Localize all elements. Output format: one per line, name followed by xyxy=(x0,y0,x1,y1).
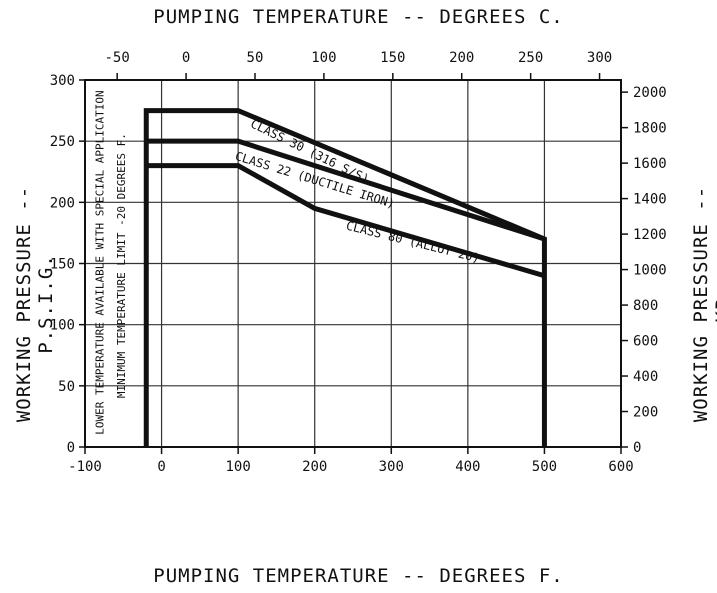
series-label: CLASS 80 (ALLOY 20) xyxy=(345,219,482,266)
x-top-tick-label: 0 xyxy=(182,50,190,66)
y-right-tick-label: 2000 xyxy=(633,85,667,101)
grid-layer xyxy=(84,79,622,448)
y-right-tick-label: 1600 xyxy=(633,156,667,172)
y-left-tick-label: 0 xyxy=(67,440,75,456)
annotations-layer: LOWER TEMPERATURE AVAILABLE WITH SPECIAL… xyxy=(93,90,127,434)
x-bottom-tick-label: 500 xyxy=(532,459,557,475)
x-axis-label-bottom: PUMPING TEMPERATURE -- DEGREES F. xyxy=(153,565,564,587)
chart-title-top: PUMPING TEMPERATURE -- DEGREES C. xyxy=(153,6,564,28)
ticks-layer: -100 0 100 200 300 400 500 600-50 0 50 100 150 200 25… xyxy=(50,50,667,475)
y-right-tick-label: 200 xyxy=(633,405,658,421)
y-left-tick-label: 50 xyxy=(58,379,75,395)
series-layer xyxy=(143,108,547,447)
y-right-tick-label: 1000 xyxy=(633,263,667,279)
y-left-tick-label: 100 xyxy=(50,318,75,334)
x-top-tick-label: 150 xyxy=(380,50,405,66)
y-left-tick-label: 150 xyxy=(50,257,75,273)
x-top-tick-label: 50 xyxy=(247,50,264,66)
series-line xyxy=(143,108,547,447)
y-left-tick-label: 200 xyxy=(50,195,75,211)
y-right-tick-label: 0 xyxy=(633,440,641,456)
x-top-tick-label: 300 xyxy=(587,50,612,66)
series-line xyxy=(146,138,546,242)
y-left-tick-label: 300 xyxy=(50,73,75,89)
annotation-text: MINIMUM TEMPERATURE LIMIT -20 DEGREES F. xyxy=(115,133,128,398)
y-left-tick-label: 250 xyxy=(50,134,75,150)
annotation-text: LOWER TEMPERATURE AVAILABLE WITH SPECIAL… xyxy=(93,90,106,434)
series-line xyxy=(146,163,546,279)
y-right-tick-label: 800 xyxy=(633,298,658,314)
y-right-tick-label: 600 xyxy=(633,334,658,350)
y-right-tick-label: 1200 xyxy=(633,227,667,243)
x-top-tick-label: 100 xyxy=(311,50,336,66)
x-top-tick-label: 250 xyxy=(518,50,543,66)
x-bottom-tick-label: 400 xyxy=(455,459,480,475)
x-top-tick-label: -50 xyxy=(105,50,130,66)
x-top-tick-label: 200 xyxy=(449,50,474,66)
y-right-tick-label: 1400 xyxy=(633,192,667,208)
y-right-tick-label: 1800 xyxy=(633,121,667,137)
x-bottom-tick-label: 0 xyxy=(157,459,165,475)
x-bottom-tick-label: 100 xyxy=(225,459,250,475)
series-labels-layer: CLASS 30 (316 S/S)CLASS 22 (DUCTILE IRON… xyxy=(233,117,481,266)
x-bottom-tick-label: 600 xyxy=(608,459,633,475)
x-bottom-tick-label: -100 xyxy=(68,459,102,475)
x-bottom-tick-label: 300 xyxy=(379,459,404,475)
y-right-tick-label: 400 xyxy=(633,369,658,385)
x-bottom-tick-label: 200 xyxy=(302,459,327,475)
